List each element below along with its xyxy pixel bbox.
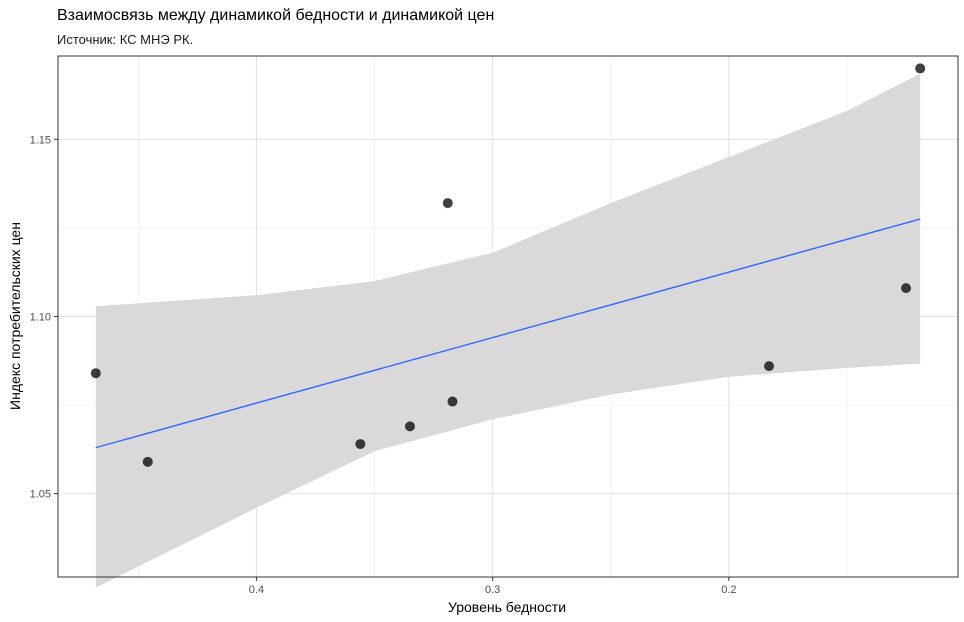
data-point xyxy=(90,368,101,379)
data-point xyxy=(915,63,926,74)
y-axis-ticks: 1.05 1.10 1.15 xyxy=(30,134,58,501)
data-point xyxy=(901,283,912,294)
x-axis-title: Уровень бедности xyxy=(448,599,566,615)
confidence-band-layer xyxy=(95,73,921,588)
regression-line xyxy=(95,218,921,449)
x-axis-ticks: 0.4 0.3 0.2 xyxy=(249,577,737,596)
y-axis-title: Индекс потребительских цен xyxy=(7,222,23,410)
chart-title: Взаимосвязь между динамикой бедности и д… xyxy=(57,7,495,24)
y-tick-label: 1.15 xyxy=(30,134,51,146)
chart-subtitle: Источник: КС МНЭ РК. xyxy=(57,32,194,47)
y-tick-label: 1.10 xyxy=(30,312,51,324)
data-point xyxy=(355,439,366,450)
data-point xyxy=(447,396,458,407)
data-point xyxy=(442,198,453,209)
regression-line-layer xyxy=(95,218,921,449)
confidence-band xyxy=(95,73,921,588)
y-tick-label: 1.05 xyxy=(30,489,51,501)
x-tick-label: 0.3 xyxy=(485,584,500,596)
data-point xyxy=(142,456,153,467)
x-tick-label: 0.2 xyxy=(721,584,736,596)
data-point xyxy=(764,361,775,372)
x-tick-label: 0.4 xyxy=(249,584,264,596)
scatter-points-layer xyxy=(90,63,926,467)
data-point xyxy=(404,421,415,432)
